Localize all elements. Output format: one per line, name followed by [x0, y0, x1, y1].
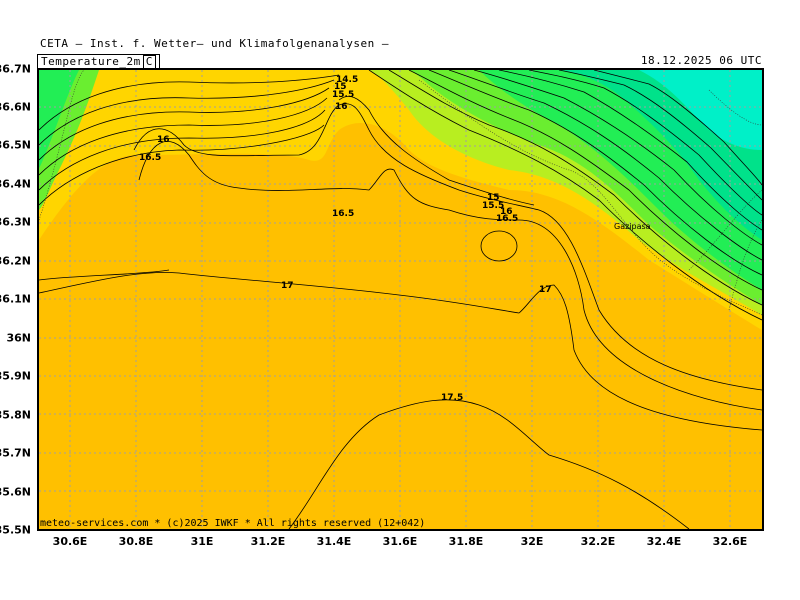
border-lines — [39, 70, 762, 316]
lat-label: 35.5N — [0, 523, 31, 537]
contour-label: 15 — [487, 193, 500, 203]
contour-label: 17.5 — [441, 393, 463, 403]
lon-label: 32E — [520, 535, 544, 548]
lat-label: 35.6N — [0, 485, 31, 499]
green-band — [39, 70, 762, 290]
lat-label: 36.2N — [0, 254, 31, 268]
lat-label: 36N — [6, 331, 31, 345]
forecast-datetime: 18.12.2025 06 UTC — [640, 54, 762, 67]
lat-label: 36.4N — [0, 177, 31, 191]
contour-label: 17 — [539, 285, 552, 295]
unit-label: C — [142, 55, 156, 69]
parameter-label: Temperature_2m C — [37, 54, 160, 69]
lon-label: 30.8E — [118, 535, 154, 548]
contour-label: 16.5 — [139, 153, 161, 163]
contour-label: 16 — [335, 102, 348, 112]
lat-label: 36.5N — [0, 138, 31, 152]
header-title: CETA — Inst. f. Wetter— und Klimafolgena… — [40, 37, 390, 50]
west-green-band — [39, 70, 79, 168]
lon-label: 31.6E — [382, 535, 418, 548]
lat-label: 35.7N — [0, 446, 31, 460]
contour-lines — [39, 70, 762, 529]
copyright-notice: meteo-services.com * (c)2025 IWKF * All … — [40, 518, 426, 529]
contour-label: 14.5 — [336, 75, 358, 85]
contour-label: 17 — [281, 281, 294, 291]
place-label-gazipasa: Gazipasa — [614, 222, 651, 231]
lat-label: 35.8N — [0, 408, 31, 422]
lat-label: 36.3N — [0, 215, 31, 229]
lat-label: 36.7N — [0, 62, 31, 76]
cyan-area — [639, 70, 762, 150]
contour-label: 16.5 — [332, 209, 354, 219]
temperature-map: 16 16.5 17 17.5 16.5 16 15.5 15 16.5 15.… — [37, 68, 764, 531]
parameter-name: Temperature_2m — [41, 55, 141, 68]
contour-label: 16.5 — [496, 214, 518, 224]
lat-label: 36.1N — [0, 292, 31, 306]
lon-label: 31.2E — [250, 535, 286, 548]
map-canvas: 16 16.5 17 17.5 16.5 16 15.5 15 16.5 15.… — [39, 70, 762, 529]
lon-label: 31.4E — [316, 535, 352, 548]
lon-label: 30.6E — [52, 535, 88, 548]
grid-lines — [39, 70, 762, 529]
lon-label: 32.2E — [580, 535, 616, 548]
contour-label-group: 16 16.5 17 17.5 16.5 16 15.5 15 16.5 15.… — [139, 75, 651, 403]
lon-label: 31E — [190, 535, 214, 548]
contour-label: 15.5 — [332, 90, 354, 100]
lon-label: 32.6E — [712, 535, 748, 548]
lat-label: 36.6N — [0, 100, 31, 114]
contour-label: 15.5 — [482, 201, 504, 211]
lat-label: 35.9N — [0, 369, 31, 383]
contour-label: 15 — [334, 82, 347, 92]
lon-label: 31.8E — [448, 535, 484, 548]
contour-label: 16 — [500, 207, 513, 217]
lon-label: 32.4E — [646, 535, 682, 548]
contour-label: 16 — [157, 135, 170, 145]
